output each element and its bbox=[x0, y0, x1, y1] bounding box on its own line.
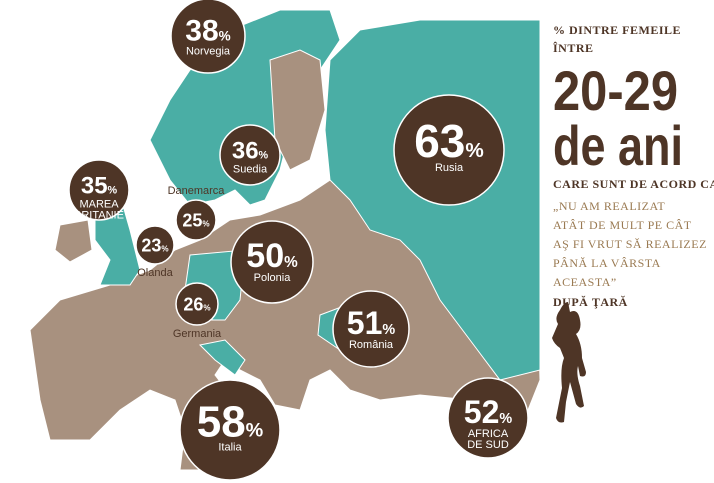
value: 52 bbox=[464, 394, 500, 430]
unit: % bbox=[161, 244, 168, 253]
bubble bbox=[135, 225, 175, 265]
bubble-value: 58% bbox=[197, 398, 264, 447]
bubble bbox=[447, 377, 529, 459]
bubble-label: Rusia bbox=[435, 162, 464, 174]
bubble-label: Germania bbox=[173, 328, 222, 340]
unit: % bbox=[499, 411, 512, 427]
headline: de ani bbox=[553, 114, 683, 177]
bubble-value: 50% bbox=[246, 237, 298, 275]
unit: % bbox=[202, 219, 209, 228]
silhouette bbox=[552, 302, 586, 423]
quote: AŞ FI VRUT SĂ REALIZEZ bbox=[553, 237, 707, 251]
unit: % bbox=[203, 303, 210, 312]
bubble-label: BRITANIE bbox=[74, 210, 124, 222]
unit: % bbox=[465, 139, 483, 162]
intro: % DINTRE FEMEILE bbox=[553, 23, 681, 37]
lead: CARE SUNT DE ACORD CA bbox=[553, 177, 714, 191]
unit: % bbox=[259, 150, 269, 162]
value: 58 bbox=[197, 398, 246, 447]
intro: ÎNTRE bbox=[553, 41, 594, 55]
bubbles: 38%Norvegia36%Suedia63%Rusia35%MAREABRIT… bbox=[68, 0, 529, 481]
value: 38 bbox=[185, 15, 218, 48]
bubble bbox=[332, 290, 410, 368]
value: 63 bbox=[414, 115, 465, 167]
bubble bbox=[68, 159, 130, 221]
bubble-label: Polonia bbox=[254, 272, 292, 284]
value: 50 bbox=[246, 237, 284, 275]
bubble-value: 26% bbox=[183, 294, 210, 314]
bubble bbox=[175, 282, 219, 326]
footer: DUPĂ ŢARĂ bbox=[553, 295, 628, 309]
bubble bbox=[175, 199, 217, 241]
bubble bbox=[219, 124, 281, 186]
value: 23 bbox=[141, 235, 161, 255]
bubble-label: Italia bbox=[218, 442, 242, 454]
unit: % bbox=[382, 322, 395, 338]
quote: ACEASTA” bbox=[553, 275, 617, 289]
bubble-label: România bbox=[349, 339, 394, 351]
bubble-value: 63% bbox=[414, 115, 484, 167]
bubble-label: Suedia bbox=[233, 164, 268, 176]
bubble-value: 51% bbox=[347, 305, 396, 341]
bubble bbox=[170, 0, 246, 74]
bubble-label: Olanda bbox=[137, 267, 173, 279]
bubble-label: AFRICA bbox=[468, 428, 509, 440]
value: 26 bbox=[183, 294, 203, 314]
unit: % bbox=[246, 420, 264, 442]
bubble-value: 23% bbox=[141, 235, 168, 255]
unit: % bbox=[108, 185, 118, 197]
unit: % bbox=[219, 29, 231, 44]
unit: % bbox=[284, 254, 298, 271]
bubble-label: Norvegia bbox=[186, 46, 231, 58]
bubble-label: Danemarca bbox=[168, 185, 226, 197]
quote: PÂNĂ LA VÂRSTA bbox=[553, 256, 661, 270]
bubble-value: 25% bbox=[182, 210, 209, 230]
bubble bbox=[230, 220, 314, 304]
value: 36 bbox=[232, 138, 259, 165]
bubble-value: 35% bbox=[81, 173, 118, 200]
bubble-value: 52% bbox=[464, 394, 513, 430]
bubble bbox=[393, 94, 505, 206]
value: 35 bbox=[81, 173, 108, 200]
value: 25 bbox=[182, 210, 202, 230]
bubble bbox=[179, 379, 281, 481]
quote: ATÂT DE MULT PE CÂT bbox=[553, 218, 692, 232]
value: 51 bbox=[347, 305, 383, 341]
bubble-value: 38% bbox=[185, 15, 230, 48]
quote: „NU AM REALIZAT bbox=[553, 199, 665, 213]
headline: 20-29 bbox=[553, 59, 678, 122]
bubble-label: DE SUD bbox=[467, 439, 509, 451]
bubble-label: MAREA bbox=[79, 199, 119, 211]
bubble-value: 36% bbox=[232, 138, 269, 165]
